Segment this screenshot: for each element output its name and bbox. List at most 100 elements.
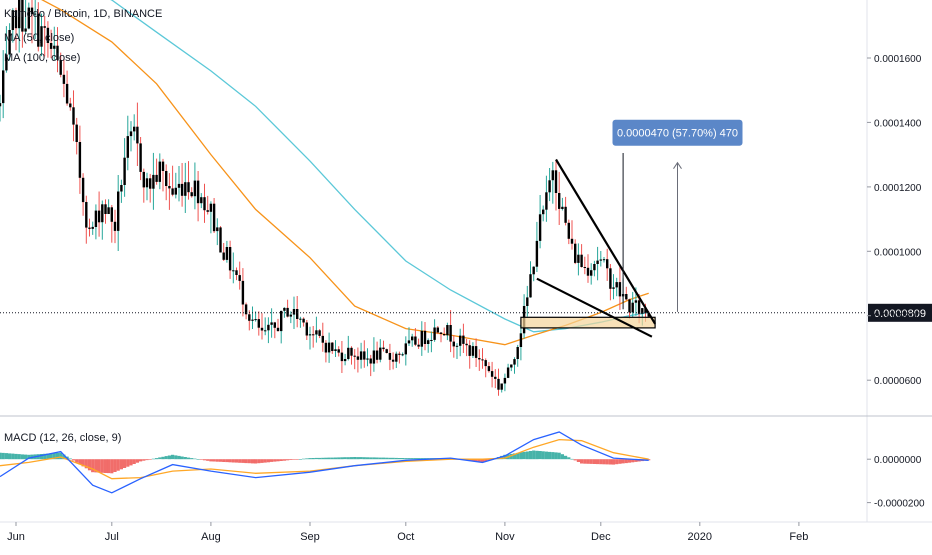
symbol-title[interactable]: Komodo / Bitcoin, 1D, BINANCE: [4, 8, 163, 20]
candle-body: [382, 347, 385, 350]
macd-histogram-bar: [477, 459, 481, 462]
candle-body: [254, 319, 257, 321]
macd-histogram-bar: [417, 458, 421, 460]
macd-histogram-bar: [196, 459, 200, 460]
time-tick-label: 2020: [688, 531, 712, 543]
candle-body: [449, 325, 452, 342]
drawing-annotations[interactable]: 0.0000470 (57.70%) 470 0.0000809: [0, 119, 932, 338]
candle-body: [321, 335, 324, 343]
candle-body: [519, 333, 523, 347]
candle-body: [468, 345, 471, 356]
macd-histogram-bar: [576, 459, 580, 462]
candle-body: [369, 358, 372, 364]
macd-line: [0, 431, 649, 494]
candle-body: [283, 307, 286, 311]
candle-body: [248, 314, 251, 321]
macd-histogram-bar: [113, 459, 117, 472]
candle-body: [53, 45, 56, 49]
candle-body: [363, 351, 366, 360]
candle-body: [8, 30, 11, 55]
macd-histogram-bar: [551, 452, 555, 460]
candle-body: [318, 330, 321, 336]
macd-histogram-bar: [535, 450, 539, 460]
price-tick-label: 0.0001400: [874, 118, 922, 129]
time-tick-label: Oct: [397, 531, 414, 543]
candle-body: [312, 334, 315, 336]
candle-body: [149, 178, 152, 189]
macd-histogram-bar: [199, 459, 203, 460]
candle-body: [65, 83, 69, 104]
macd-histogram-bar: [372, 457, 376, 460]
candle-body: [391, 359, 395, 362]
price-candles: [0, 0, 650, 396]
macd-histogram-bar: [209, 459, 213, 462]
candle-body: [101, 204, 104, 223]
candle-body: [216, 227, 219, 232]
macd-histogram-bar: [158, 457, 162, 460]
candle-body: [209, 203, 213, 212]
candle-body: [200, 197, 203, 204]
candle-body: [267, 324, 270, 331]
ma50-legend[interactable]: MA (50, close): [4, 32, 75, 44]
macd-histogram-bar: [276, 459, 280, 462]
macd-histogram-bar: [260, 459, 264, 463]
candle-body: [366, 358, 369, 360]
macd-histogram-bar: [257, 459, 261, 464]
candle-body: [37, 13, 40, 47]
macd-histogram-bar: [308, 458, 312, 460]
macd-histogram-bar: [27, 454, 31, 460]
macd-histogram-bar: [333, 457, 338, 460]
candle-body: [24, 28, 27, 32]
macd-histogram-bar: [340, 457, 344, 460]
candle-body: [11, 10, 14, 30]
candle-body: [500, 383, 503, 390]
macd-histogram-bar: [500, 455, 504, 460]
candle-body: [478, 358, 481, 360]
price-axis[interactable]: 0.0000600 0.0000800 0.0001000 0.0001200 0.00…: [867, 54, 925, 510]
macd-histogram-bar: [250, 459, 255, 464]
macd-histogram-bar: [91, 459, 95, 473]
macd-histogram-bar: [212, 459, 216, 462]
macd-histogram-bar: [129, 459, 133, 466]
macd-histogram-bar: [385, 457, 389, 460]
macd-histogram-bar: [608, 459, 612, 465]
ma100-legend[interactable]: MA (100, close): [4, 52, 81, 64]
macd-histogram-bar: [474, 459, 478, 462]
macd-histogram-bar: [314, 457, 318, 460]
macd-histogram-bar: [52, 453, 56, 460]
candle-body: [443, 334, 446, 336]
macd-legend[interactable]: MACD (12, 26, close, 9): [4, 432, 122, 444]
macd-histogram-bar: [410, 458, 414, 460]
candle-body: [337, 349, 340, 353]
candle-body: [158, 161, 161, 182]
macd-histogram-bar: [215, 459, 219, 462]
candle-body: [430, 340, 433, 341]
macd-histogram-bar: [394, 457, 398, 460]
candle-body: [219, 227, 222, 253]
candle-body: [327, 342, 331, 353]
candle-body: [542, 209, 545, 215]
macd-histogram-bar: [560, 454, 564, 460]
candle-body: [88, 227, 91, 229]
candle-body: [161, 161, 165, 171]
macd-histogram-bar: [589, 459, 593, 464]
macd-histogram-bar: [46, 453, 50, 460]
candle-body: [145, 178, 149, 188]
candle-body: [193, 180, 197, 197]
macd-histogram-bar: [55, 452, 60, 460]
macd-histogram-bar: [8, 453, 12, 460]
macd-histogram-bar: [244, 459, 248, 464]
macd-histogram-bar: [624, 459, 628, 464]
macd-histogram-bar: [186, 457, 191, 460]
time-axis[interactable]: Jun Jul Aug Sep Oct Nov Dec 2020 Feb: [7, 522, 808, 543]
candle-body: [18, 0, 21, 29]
candle-body: [187, 182, 190, 193]
macd-histogram-bar: [247, 459, 251, 464]
macd-histogram-bar: [75, 459, 79, 463]
candle-body: [69, 103, 72, 108]
macd-histogram-bar: [100, 459, 104, 473]
macd-histogram-bar: [618, 459, 622, 464]
macd-histogram-bar: [20, 454, 24, 460]
candle-body: [353, 355, 356, 357]
